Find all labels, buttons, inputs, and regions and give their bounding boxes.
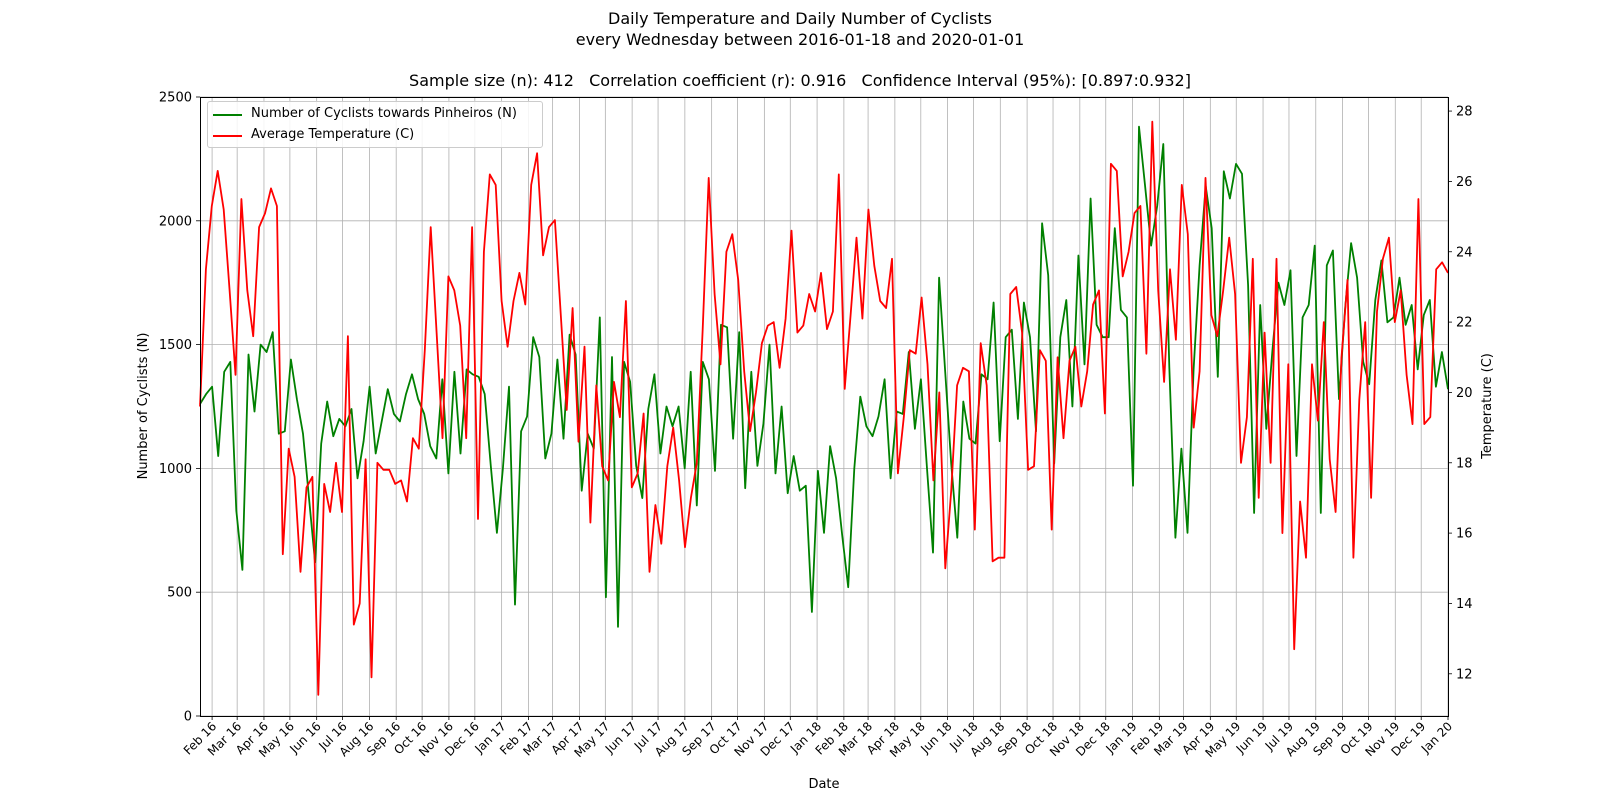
y-right-tick-label: 24	[1456, 245, 1473, 260]
y-left-tick-label: 2500	[159, 91, 192, 106]
y-left-axis-ticks: 0 500 1000 1500 2000 2500	[159, 91, 200, 725]
y-right-tick-label: 14	[1456, 597, 1473, 612]
y-left-axis-label: Number of Cyclists (N)	[136, 333, 151, 480]
y-right-tick-label: 22	[1456, 316, 1473, 331]
legend-swatch-cyclists	[213, 114, 242, 116]
chart-stats-line: Sample size (n): 412 Correlation coeffic…	[409, 71, 1191, 90]
y-right-tick-label: 28	[1456, 105, 1473, 120]
y-right-axis-label: Temperature (C)	[1480, 353, 1495, 460]
y-right-tick-label: 16	[1456, 527, 1473, 542]
chart-subtitle: every Wednesday between 2016-01-18 and 2…	[575, 30, 1025, 49]
y-left-tick-label: 1000	[159, 462, 192, 477]
legend-swatch-temperature	[213, 135, 242, 137]
chart-title: Daily Temperature and Daily Number of Cy…	[608, 9, 992, 28]
cyclists-series-line	[199, 125, 1449, 628]
legend-label-cyclists: Number of Cyclists towards Pinheiros (N)	[251, 106, 517, 121]
x-axis-label: Date	[808, 777, 839, 792]
legend-label-temperature: Average Temperature (C)	[251, 127, 415, 142]
temperature-series-line	[199, 120, 1449, 696]
y-right-tick-label: 18	[1456, 456, 1473, 471]
y-left-tick-label: 2000	[159, 214, 192, 229]
y-right-tick-label: 12	[1456, 667, 1473, 682]
grid-lines	[200, 96, 1449, 717]
y-left-tick-label: 1500	[159, 338, 192, 353]
legend: Number of Cyclists towards Pinheiros (N)…	[207, 101, 543, 148]
series-lines	[199, 120, 1449, 696]
y-left-tick-label: 0	[184, 710, 192, 725]
plot-frame	[200, 97, 1449, 717]
y-left-tick-label: 500	[167, 586, 192, 601]
y-right-tick-label: 20	[1456, 386, 1473, 401]
y-right-axis-ticks: 12 14 16 18 20 22 24 26 28	[1448, 105, 1473, 682]
y-right-tick-label: 26	[1456, 175, 1473, 190]
